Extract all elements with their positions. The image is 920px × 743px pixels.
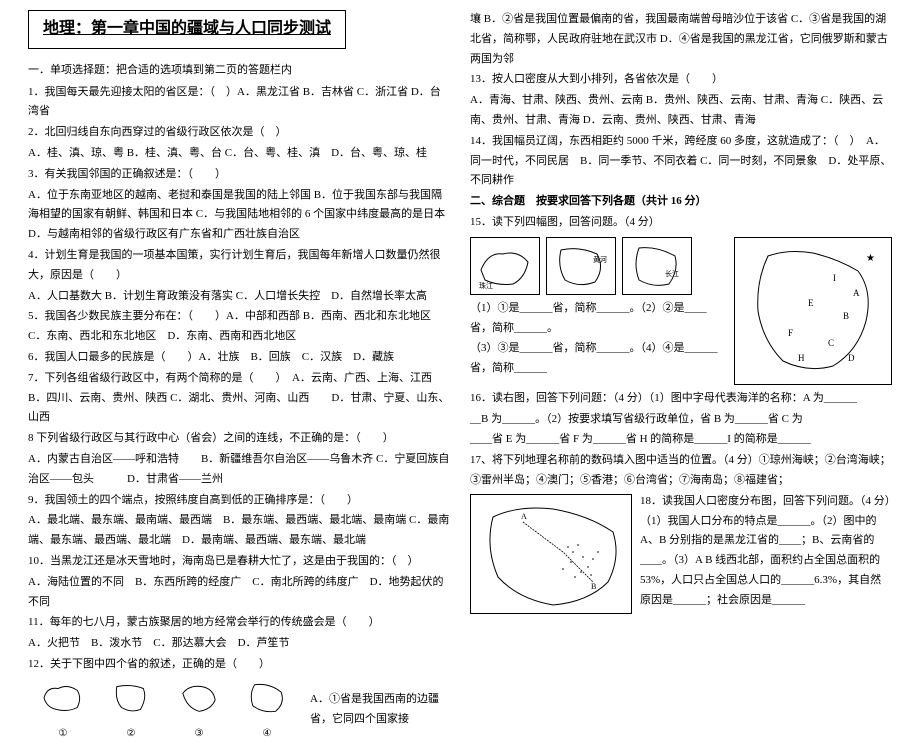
q8-options: A．内蒙古自治区——呼和浩特 B．新疆维吾尔自治区——乌鲁木齐 C．宁夏回族自治…: [28, 450, 450, 490]
q1: 1．我国每天最先迎接太阳的省区是：（ ）A．黑龙江省 B．吉林省 C．浙江省 D…: [28, 83, 450, 123]
population-density-map: A B: [470, 494, 632, 614]
svg-text:B: B: [843, 311, 849, 321]
q15-small-maps: 珠江 黄河 长江: [470, 237, 728, 295]
q15: 15．读下列四幅图，回答问题。（4 分）: [470, 213, 892, 233]
outline-1-label: ①: [38, 725, 88, 743]
q16c: ____省 E 为______省 F 为______省 H 的简称是______…: [470, 430, 892, 450]
outline-3: ③: [174, 679, 224, 743]
outline-2-label: ②: [106, 725, 156, 743]
outline-4-label: ④: [242, 725, 292, 743]
q2-options: A．桂、滇、琼、粤 B．桂、滇、粤、台 C．台、粤、桂、滇 D．台、粤、琼、桂: [28, 144, 450, 164]
q5: 5．我国各少数民族主要分布在：（ ）A．中部和西部 B．西南、西北和东北地区 C…: [28, 307, 450, 347]
svg-text:C: C: [828, 338, 834, 348]
svg-text:珠江: 珠江: [479, 281, 493, 290]
svg-text:B: B: [591, 582, 596, 591]
outline-1: ①: [38, 679, 88, 743]
svg-text:E: E: [808, 298, 814, 308]
q10-options: A．海陆位置的不同 B．东西所跨的经度广 C．南北所跨的纬度广 D．地势起伏的不…: [28, 573, 450, 613]
q11: 11．每年的七八月，蒙古族聚居的地方经常会举行的传统盛会是（ ）: [28, 613, 450, 633]
q13-options: A．青海、甘肃、陕西、贵州、云南 B．贵州、陕西、云南、甘肃、青海 C．陕西、云…: [470, 91, 892, 131]
q4-options: A．人口基数大 B．计划生育政策没有落实 C．人口增长失控 D．自然增长率太高: [28, 287, 450, 307]
section-2-head: 二、综合题 按要求回答下列各题（共计 16 分）: [470, 192, 892, 212]
q4: 4．计划生育是我国的一项基本国策，实行计划生育后，我国每年新增人口数量仍然很大，…: [28, 246, 450, 286]
q12: 12．关于下图中四个省的叙述，正确的是（ ）: [28, 655, 450, 675]
svg-text:A: A: [853, 288, 860, 298]
province-outlines-row: ① ② ③ ④ A．①省是我国西南的边疆省，它同四个国家接: [38, 679, 450, 743]
svg-text:长江: 长江: [665, 269, 679, 278]
outline-4: ④: [242, 679, 292, 743]
china-east-map: ★ I A E B F C H D: [734, 237, 892, 385]
q12-continued: 壤 B．②省是我国位置最偏南的省，我国最南端曾母暗沙位于该省 C．③省是我国的湖…: [470, 10, 892, 69]
map-2: 黄河: [546, 237, 616, 295]
q10: 10．当黑龙江还是冰天雪地时，海南岛已是春耕大忙了，这是由于我国的：（ ）: [28, 552, 450, 572]
q2: 2．北回归线自东向西穿过的省级行政区依次是（ ）: [28, 123, 450, 143]
outline-2: ②: [106, 679, 156, 743]
q9: 9．我国领土的四个端点，按照纬度自高到低的正确排序是：（ ）: [28, 491, 450, 511]
left-column: 地理：第一章中国的疆域与人口同步测试 一．单项选择题：把合适的选项填到第二页的答…: [18, 10, 460, 641]
q14: 14．我国幅员辽阔，东西相距约 5000 千米，跨经度 60 多度，这就造成了：…: [470, 132, 892, 191]
svg-text:H: H: [798, 353, 805, 363]
q9-options: A．最北端、最东端、最南端、最西端 B．最东端、最西端、最北端、最南端 C．最南…: [28, 511, 450, 551]
outline-3-label: ③: [174, 725, 224, 743]
q13: 13．按人口密度从大到小排列，各省依次是（ ）: [470, 70, 892, 90]
right-column: 壤 B．②省是我国位置最偏南的省，我国最南端曾母暗沙位于该省 C．③省是我国的湖…: [460, 10, 902, 641]
q8: 8 下列省级行政区与其行政中心（省会）之间的连线，不正确的是：（ ）: [28, 429, 450, 449]
svg-text:A: A: [521, 512, 527, 521]
page-title: 地理：第一章中国的疆域与人口同步测试: [43, 20, 331, 37]
q3-options: A．位于东南亚地区的越南、老挝和泰国是我国的陆上邻国 B．位于我国东部与我国隔海…: [28, 186, 450, 245]
section-1-head: 一．单项选择题：把合适的选项填到第二页的答题栏内: [28, 61, 450, 81]
svg-text:D: D: [848, 353, 855, 363]
q7: 7．下列各组省级行政区中，有两个简称的是（ ） A．云南、广西、上海、江西 B．…: [28, 369, 450, 428]
title-box: 地理：第一章中国的疆域与人口同步测试: [28, 10, 346, 49]
q3: 3．有关我国邻国的正确叙述是：（ ）: [28, 165, 450, 185]
svg-text:F: F: [788, 328, 793, 338]
map-3: 长江: [622, 237, 692, 295]
page: 地理：第一章中国的疆域与人口同步测试 一．单项选择题：把合适的选项填到第二页的答…: [0, 0, 920, 651]
svg-text:★: ★: [866, 253, 875, 264]
q12-tail: A．①省是我国西南的边疆省，它同四个国家接: [310, 690, 450, 730]
svg-text:I: I: [833, 273, 836, 283]
map-1: 珠江: [470, 237, 540, 295]
q16b: __B 为______。（2）按要求填写省级行政单位，省 B 为______省 …: [470, 410, 892, 430]
q16: 16．读右图，回答下列问题：（4 分）（1）图中字母代表海洋的名称：A 为___…: [470, 389, 892, 409]
q17: 17、将下列地理名称前的数码填入图中适当的位置。（4 分）①琼州海峡；②台湾海峡…: [470, 451, 892, 491]
q15-figure-row: ★ I A E B F C H D 珠江 黄河: [470, 237, 892, 389]
svg-text:黄河: 黄河: [593, 255, 607, 264]
q18-block: A B 18．读我国人口密度分布图，回答下列问题。（4 分）（1）我国人口分布的…: [470, 492, 892, 616]
q6: 6．我国人口最多的民族是（ ）A．壮族 B．回族 C．汉族 D．藏族: [28, 348, 450, 368]
